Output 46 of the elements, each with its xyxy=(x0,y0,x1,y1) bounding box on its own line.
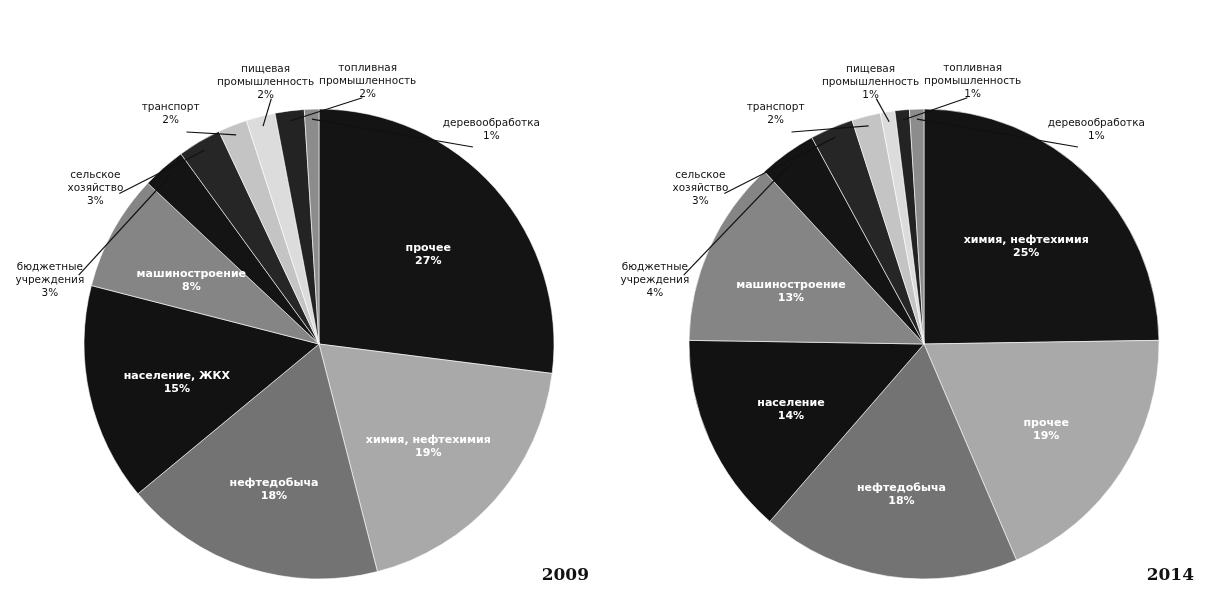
slice-label: деревообработка xyxy=(442,116,541,129)
slice-label: деревообработка xyxy=(1047,116,1146,129)
data-label: 1% xyxy=(964,87,981,100)
slice-label: бюджетные учреждения xyxy=(15,259,85,285)
text: 2014 xyxy=(1146,564,1195,584)
slice-label: сельское хозяйство xyxy=(672,168,729,194)
data-label: 19% xyxy=(1033,429,1060,443)
data-label: 27% xyxy=(415,253,442,267)
data-label: 3% xyxy=(87,194,104,207)
slice-label: транспорт xyxy=(141,99,200,112)
slice-label: население, ЖКХ xyxy=(123,368,231,382)
data-label: 2% xyxy=(359,87,376,100)
data-label: 1% xyxy=(1088,129,1105,142)
data-label: 3% xyxy=(41,285,59,298)
slice-label: пищевая промышленность xyxy=(216,62,315,88)
data-label: 2% xyxy=(767,112,784,125)
slice-label: химия, нефтехимия xyxy=(963,233,1089,247)
slice-label: прочее xyxy=(405,240,452,254)
data-label: 13% xyxy=(777,290,805,304)
slice-label: нефтедобыча xyxy=(229,475,319,489)
slice-label: бюджетные учреждения xyxy=(620,259,690,285)
data-label: 3% xyxy=(692,194,709,207)
data-label: 8% xyxy=(181,279,201,293)
data-label: 1% xyxy=(483,129,500,142)
data-label: 15% xyxy=(163,381,190,395)
slice-label: население xyxy=(757,396,825,410)
data-label: 18% xyxy=(888,493,915,507)
slice-label: топливная промышленность xyxy=(319,61,417,87)
data-label: 4% xyxy=(646,285,664,298)
data-label: 2% xyxy=(257,88,274,101)
data-label: 1% xyxy=(862,88,879,101)
slice-label: нефтедобыча xyxy=(857,480,946,494)
data-label: 14% xyxy=(777,409,805,423)
slice-label: пищевая промышленность xyxy=(821,62,920,88)
slice-label: химия, нефтехимия xyxy=(365,433,491,447)
text: 2009 xyxy=(541,564,589,584)
slice-label: прочее xyxy=(1023,416,1069,430)
data-label: 18% xyxy=(260,488,288,502)
slice-label: транспорт xyxy=(746,99,805,112)
slice-label: топливная промышленность xyxy=(924,61,1022,87)
data-label: 19% xyxy=(415,446,442,460)
slice-label: машиностроение xyxy=(136,266,247,280)
data-label: 2% xyxy=(162,112,179,125)
slice-label: машиностроение xyxy=(736,277,846,291)
data-label: 25% xyxy=(1013,246,1040,260)
slice-label: сельское хозяйство xyxy=(67,168,124,194)
